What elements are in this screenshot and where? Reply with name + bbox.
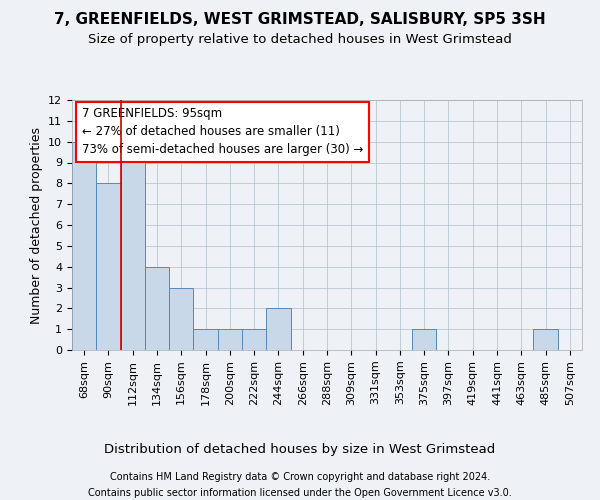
Bar: [266, 308, 290, 350]
Bar: [193, 329, 218, 350]
Bar: [242, 329, 266, 350]
Bar: [145, 266, 169, 350]
Text: Distribution of detached houses by size in West Grimstead: Distribution of detached houses by size …: [104, 442, 496, 456]
Y-axis label: Number of detached properties: Number of detached properties: [29, 126, 43, 324]
Bar: [169, 288, 193, 350]
Text: Contains public sector information licensed under the Open Government Licence v3: Contains public sector information licen…: [88, 488, 512, 498]
Bar: [412, 329, 436, 350]
Bar: [533, 329, 558, 350]
Bar: [72, 142, 96, 350]
Bar: [96, 184, 121, 350]
Text: 7, GREENFIELDS, WEST GRIMSTEAD, SALISBURY, SP5 3SH: 7, GREENFIELDS, WEST GRIMSTEAD, SALISBUR…: [54, 12, 546, 28]
Bar: [218, 329, 242, 350]
Text: Contains HM Land Registry data © Crown copyright and database right 2024.: Contains HM Land Registry data © Crown c…: [110, 472, 490, 482]
Text: 7 GREENFIELDS: 95sqm
← 27% of detached houses are smaller (11)
73% of semi-detac: 7 GREENFIELDS: 95sqm ← 27% of detached h…: [82, 108, 364, 156]
Text: Size of property relative to detached houses in West Grimstead: Size of property relative to detached ho…: [88, 32, 512, 46]
Bar: [121, 142, 145, 350]
